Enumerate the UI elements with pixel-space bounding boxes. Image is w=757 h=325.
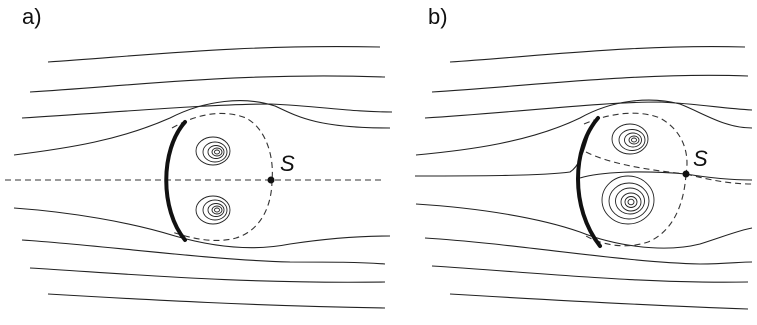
panel-b-vortex-lower	[601, 175, 655, 225]
streamline-b-bot-2	[431, 265, 749, 283]
panel-b-incoming-line	[414, 129, 591, 177]
streamline-b-top-1	[449, 45, 746, 63]
panel-b-streamlines	[415, 45, 753, 310]
panel-a-vortex-upper	[195, 136, 231, 166]
panel-b-point-label: S	[693, 146, 708, 171]
streamline-a-bot-3	[21, 239, 386, 265]
streamline-a-top-3	[21, 103, 393, 119]
panel-b-stagnation-point	[682, 170, 690, 178]
panel-a-plate	[164, 120, 187, 242]
streamline-a-bot-2	[29, 267, 386, 283]
panel-a-separatrix-top	[171, 112, 273, 181]
streamline-b-bot-1	[449, 293, 749, 310]
streamline-a-top-1	[47, 45, 381, 63]
streamline-a-top-2	[29, 75, 386, 93]
panel-a-vortex-lower	[195, 195, 231, 225]
panel-b-separatrix-top	[583, 112, 688, 175]
panel-a: S	[5, 45, 393, 309]
panel-b-vortex-upper	[611, 123, 649, 155]
panel-a-streamlines	[13, 45, 393, 309]
panel-b-label: b)	[428, 4, 448, 29]
panel-b-outgoing-line	[685, 173, 753, 181]
panel-b: S	[414, 45, 753, 310]
streamline-a-top-4	[13, 100, 391, 156]
panel-b-lower-separatrix	[579, 171, 687, 179]
panel-a-point-label: S	[280, 151, 295, 176]
panel-b-separatrix-inner	[585, 151, 687, 175]
streamline-a-bot-4	[13, 207, 391, 249]
streamline-a-bot-1	[47, 293, 386, 309]
panel-a-separatrix-bottom	[171, 179, 273, 241]
streamline-b-bot-3	[424, 237, 753, 265]
panel-a-label: a)	[22, 4, 42, 29]
panel-a-stagnation-point	[267, 176, 275, 184]
streamline-b-top-4	[415, 99, 753, 156]
panel-b-plate	[576, 116, 602, 248]
streamline-b-top-3	[424, 101, 753, 119]
streamline-b-top-2	[431, 74, 749, 93]
streamline-b-bot-4	[415, 203, 753, 249]
panel-b-outgoing-dash	[685, 173, 753, 185]
panel-b-separatrix-bottom	[585, 173, 687, 247]
